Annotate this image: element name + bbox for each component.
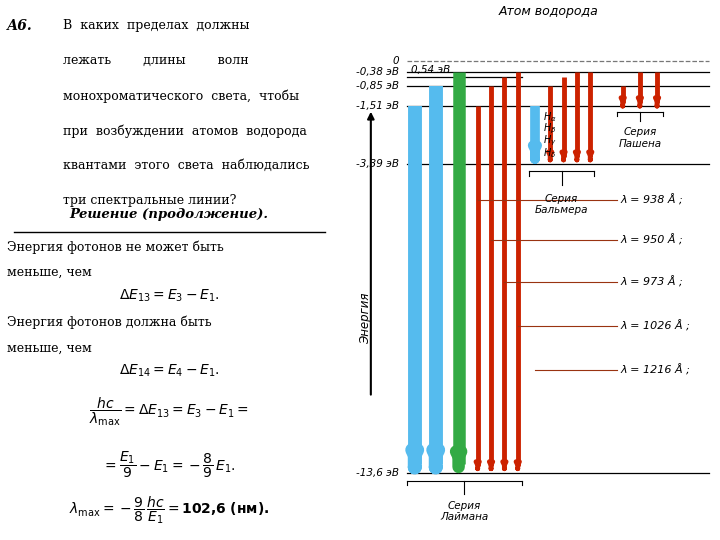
Text: $H_\alpha$: $H_\alpha$ [543,110,557,124]
Text: Энергия фотонов не может быть: Энергия фотонов не может быть [6,240,223,254]
Text: Серия
Пашена: Серия Пашена [618,127,662,148]
Text: $= \dfrac{E_1}{9} - E_1 = -\dfrac{8}{9}\,E_1.$: $= \dfrac{E_1}{9} - E_1 = -\dfrac{8}{9}\… [102,449,236,480]
Text: лежать        длины        волн: лежать длины волн [63,54,248,67]
Text: Серия
Бальмера: Серия Бальмера [535,194,588,215]
Text: $\Delta E_{13} = E_3 - E_1.$: $\Delta E_{13} = E_3 - E_1.$ [119,287,220,303]
Text: $H_\delta$: $H_\delta$ [543,147,556,160]
Text: Энергия: Энергия [359,293,372,344]
Text: -0,85 эВ: -0,85 эВ [356,82,400,91]
Text: 0,54 эВ: 0,54 эВ [411,65,450,75]
Text: $\Delta E_{14} = E_4 - E_1.$: $\Delta E_{14} = E_4 - E_1.$ [119,363,220,379]
Text: -0,38 эВ: -0,38 эВ [356,67,400,77]
Text: λ = 950 Å ;: λ = 950 Å ; [621,234,683,245]
Text: Атом водорода: Атом водорода [498,4,598,18]
Text: Энергия фотонов должна быть: Энергия фотонов должна быть [6,316,212,329]
Text: при  возбуждении  атомов  водорода: при возбуждении атомов водорода [63,124,307,138]
Text: -1,51 эВ: -1,51 эВ [356,102,400,111]
Text: Решение (продолжение).: Решение (продолжение). [70,208,269,221]
Text: λ = 1026 Å ;: λ = 1026 Å ; [621,320,690,332]
Text: монохроматического  света,  чтобы: монохроматического света, чтобы [63,89,299,103]
Text: $\lambda_{\max} = -\dfrac{9}{8}\,\dfrac{hc}{E_1} = \mathbf{102{,}6\ (нм).}$: $\lambda_{\max} = -\dfrac{9}{8}\,\dfrac{… [69,494,269,526]
Text: меньше, чем: меньше, чем [6,266,91,279]
Text: λ = 973 Å ;: λ = 973 Å ; [621,276,683,288]
Text: λ = 938 Å ;: λ = 938 Å ; [621,194,683,206]
Text: квантами  этого  света  наблюдались: квантами этого света наблюдались [63,159,309,172]
Text: λ = 1216 Å ;: λ = 1216 Å ; [621,364,690,376]
Text: 0: 0 [393,56,400,66]
Text: Серия
Лаймана: Серия Лаймана [440,501,488,522]
Text: В  каких  пределах  должны: В каких пределах должны [63,19,249,32]
Text: меньше, чем: меньше, чем [6,341,91,354]
Text: А6.: А6. [6,19,32,33]
Text: $\dfrac{hc}{\lambda_{\max}} = \Delta E_{13} = E_3 - E_1 =$: $\dfrac{hc}{\lambda_{\max}} = \Delta E_{… [89,395,249,428]
Text: $H_\beta$: $H_\beta$ [543,122,556,136]
Text: три спектральные линии?: три спектральные линии? [63,194,236,207]
Text: -3,39 эВ: -3,39 эВ [356,159,400,168]
Text: $H_\gamma$: $H_\gamma$ [543,134,556,148]
Text: -13,6 эВ: -13,6 эВ [356,468,400,478]
